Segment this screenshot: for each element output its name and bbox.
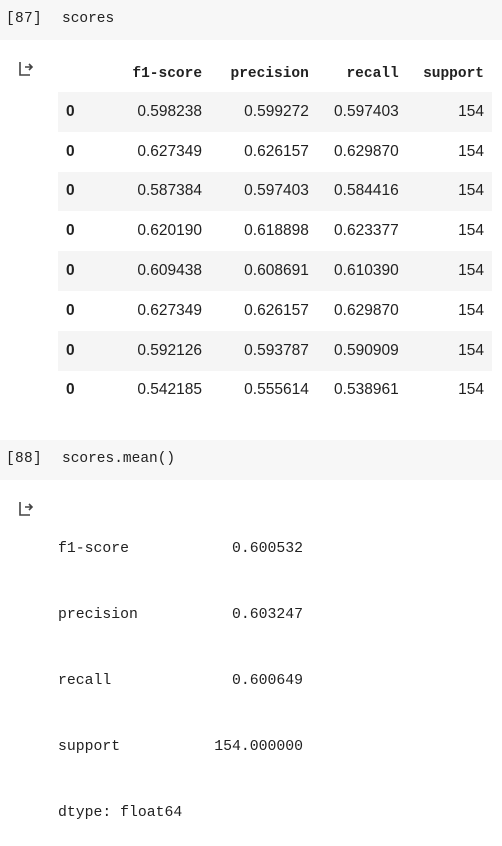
row-index: 0 — [58, 131, 114, 172]
cell-support: 154 — [406, 370, 492, 411]
cell-f1-score: 0.592126 — [114, 330, 211, 371]
cell-precision: 0.626157 — [210, 131, 317, 172]
cell-precision: 0.597403 — [210, 171, 317, 212]
output-arrow-icon — [19, 502, 34, 516]
code-cell-88-input[interactable]: [88] scores.mean() — [0, 440, 502, 480]
cell-support: 154 — [406, 330, 492, 371]
cell-recall: 0.623377 — [316, 211, 407, 252]
table-row: 0 0.627349 0.626157 0.629870 154 — [58, 290, 492, 331]
dtype-line: dtype: float64 — [58, 805, 183, 821]
execution-count-88: [88] — [6, 451, 43, 467]
series-value: 0.603247 — [231, 607, 303, 623]
cell-support: 154 — [406, 92, 492, 132]
series-value: 0.600649 — [231, 673, 303, 689]
cell-support: 154 — [406, 251, 492, 291]
cell-recall: 0.629870 — [316, 290, 407, 331]
series-line: precision 0.603247 — [58, 604, 303, 626]
cell-support: 154 — [406, 211, 492, 252]
cell-precision: 0.608691 — [210, 251, 317, 291]
cell-recall: 0.610390 — [316, 251, 407, 291]
index-header — [58, 56, 114, 92]
row-index: 0 — [58, 370, 114, 411]
code-cell-87-input[interactable]: [87] scores — [0, 0, 502, 40]
cell-recall: 0.590909 — [316, 330, 407, 371]
row-index: 0 — [58, 92, 114, 132]
series-line: recall 0.600649 — [58, 670, 303, 692]
cell-precision: 0.555614 — [210, 370, 317, 411]
series-line: support 154.000000 — [58, 736, 303, 758]
table-row: 0 0.620190 0.618898 0.623377 154 — [58, 211, 492, 252]
series-value: 0.600532 — [231, 541, 303, 557]
table-row: 0 0.542185 0.555614 0.538961 154 — [58, 370, 492, 411]
row-index: 0 — [58, 251, 114, 291]
cell-f1-score: 0.587384 — [114, 171, 211, 212]
series-key: recall — [58, 673, 112, 689]
cell-f1-score: 0.598238 — [114, 92, 211, 132]
row-index: 0 — [58, 211, 114, 252]
cell-support: 154 — [406, 290, 492, 331]
cell-precision: 0.626157 — [210, 290, 317, 331]
cell-precision: 0.593787 — [210, 330, 317, 371]
cell-support: 154 — [406, 171, 492, 212]
code-text-87[interactable]: scores — [62, 11, 115, 27]
row-index: 0 — [58, 171, 114, 212]
series-key: support — [58, 739, 121, 755]
column-header-f1-score: f1-score — [114, 56, 211, 92]
column-header-support: support — [406, 56, 492, 92]
cell-recall: 0.629870 — [316, 131, 407, 172]
series-key: precision — [58, 607, 138, 623]
table-row: 0 0.587384 0.597403 0.584416 154 — [58, 171, 492, 212]
table-header-row: f1-score precision recall support — [58, 56, 492, 92]
cell-f1-score: 0.609438 — [114, 251, 211, 291]
row-index: 0 — [58, 290, 114, 331]
code-text-88[interactable]: scores.mean() — [62, 451, 176, 467]
cell-support: 154 — [406, 131, 492, 172]
column-header-precision: precision — [210, 56, 317, 92]
cell-recall: 0.584416 — [316, 171, 407, 212]
cell-f1-score: 0.620190 — [114, 211, 211, 252]
scores-dataframe: f1-score precision recall support 0 0.598… — [58, 56, 492, 411]
column-header-recall: recall — [316, 56, 407, 92]
table-row: 0 0.592126 0.593787 0.590909 154 — [58, 330, 492, 371]
cell-precision: 0.618898 — [210, 211, 317, 252]
series-line: f1-score 0.600532 — [58, 538, 303, 560]
cell-recall: 0.597403 — [316, 92, 407, 132]
table-row: 0 0.609438 0.608691 0.610390 154 — [58, 251, 492, 291]
cell-precision: 0.599272 — [210, 92, 317, 132]
series-output: f1-score 0.600532 precision 0.603247 recal… — [58, 494, 303, 846]
cell-f1-score: 0.627349 — [114, 290, 211, 331]
series-value: 154.000000 — [214, 739, 303, 755]
output-arrow-icon — [19, 62, 34, 76]
row-index: 0 — [58, 330, 114, 371]
execution-count-87: [87] — [6, 11, 43, 27]
cell-f1-score: 0.627349 — [114, 131, 211, 172]
cell-recall: 0.538961 — [316, 370, 407, 411]
table-row: 0 0.627349 0.626157 0.629870 154 — [58, 131, 492, 172]
series-key: f1-score — [58, 541, 130, 557]
cell-f1-score: 0.542185 — [114, 370, 211, 411]
table-row: 0 0.598238 0.599272 0.597403 154 — [58, 92, 492, 132]
